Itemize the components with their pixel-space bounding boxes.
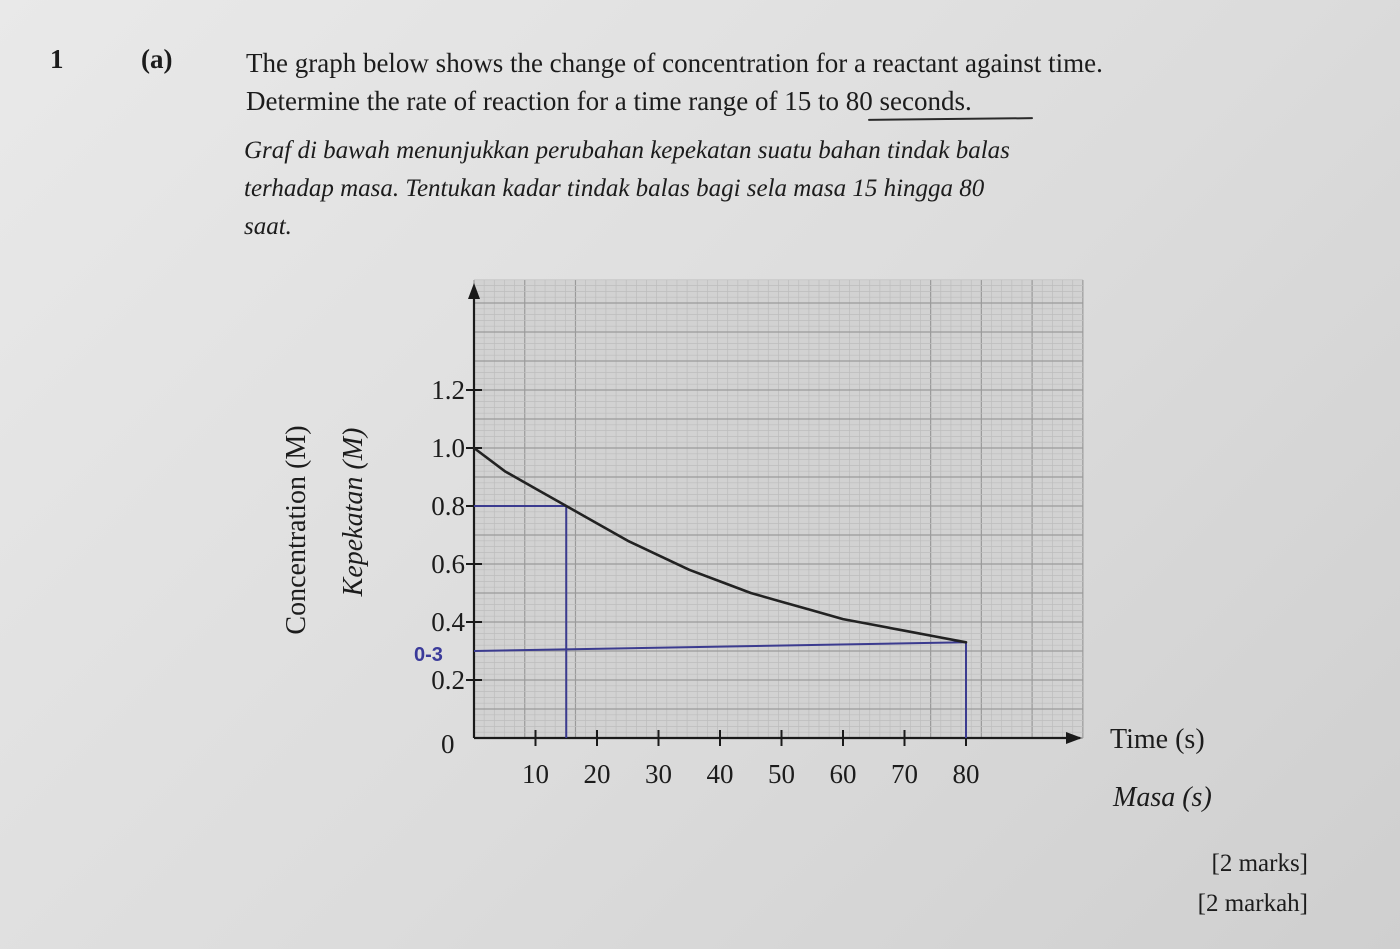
y-tick-label: 0.2 bbox=[431, 665, 465, 695]
question-text-english: The graph below shows the change of conc… bbox=[246, 44, 1326, 120]
y-axis-title: Concentration (M) bbox=[281, 425, 312, 634]
x-tick-label: 80 bbox=[953, 759, 980, 789]
question-text-malay: Graf di bawah menunjukkan perubahan kepe… bbox=[244, 132, 1244, 246]
x-tick-label: 40 bbox=[707, 759, 734, 789]
question-part: (a) bbox=[141, 44, 173, 74]
y-tick-label: 0.8 bbox=[431, 491, 465, 521]
y-axis-title-malay: Kepekatan (M) bbox=[338, 428, 369, 598]
x-tick-label: 50 bbox=[768, 759, 795, 789]
question-number: 1 bbox=[50, 44, 64, 74]
x-axis-title-malay: Masa (s) bbox=[1112, 782, 1212, 813]
x-axis-title: Time (s) bbox=[1110, 724, 1205, 755]
data-series bbox=[472, 446, 968, 644]
handwritten-label: 0-3 bbox=[414, 644, 443, 666]
x-tick-label: 60 bbox=[830, 759, 857, 789]
concentration-curve bbox=[472, 446, 968, 644]
origin-label: 0 bbox=[441, 729, 455, 759]
x-axis-arrowhead bbox=[1066, 732, 1082, 744]
x-tick-label: 30 bbox=[645, 759, 672, 789]
marks-english: [2 marks] bbox=[1211, 850, 1309, 877]
x-tick-label: 20 bbox=[584, 759, 611, 789]
tick-labels: 10 20 30 40 50 60 70 80 0.2 0.4 0.6 0.8 1.0 1.2 bbox=[431, 375, 979, 789]
y-tick-label: 0.6 bbox=[431, 549, 465, 579]
y-tick-label: 1.0 bbox=[431, 433, 465, 463]
y-tick-label: 1.2 bbox=[431, 375, 465, 405]
question-english-line-2: Determine the rate of reaction for a tim… bbox=[246, 86, 972, 116]
y-tick-label: 0.4 bbox=[431, 607, 465, 637]
chart-axes bbox=[466, 283, 1082, 746]
question-malay-line-3: saat. bbox=[244, 213, 292, 240]
guide-line-horizontal-end bbox=[473, 641, 967, 652]
x-tick-label: 70 bbox=[891, 759, 918, 789]
marks-malay: [2 markah] bbox=[1197, 890, 1308, 917]
x-tick-label: 10 bbox=[522, 759, 549, 789]
y-axis-arrowhead bbox=[468, 283, 480, 299]
question-malay-line-2: terhadap masa. Tentukan kadar tindak bal… bbox=[244, 175, 985, 202]
annotation-guide-lines bbox=[473, 505, 967, 738]
question-english-line-1: The graph below shows the change of conc… bbox=[246, 48, 1103, 78]
question-malay-line-1: Graf di bawah menunjukkan perubahan kepe… bbox=[244, 137, 1010, 164]
